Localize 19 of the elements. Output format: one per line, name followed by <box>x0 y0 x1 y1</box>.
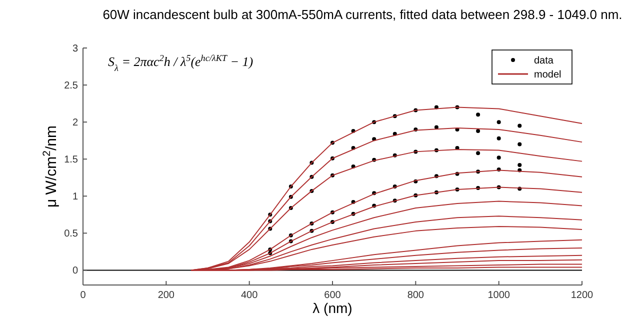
y-tick-label: 0.5 <box>64 228 78 240</box>
x-tick-label: 200 <box>158 290 175 301</box>
x-tick-label: 0 <box>80 290 86 301</box>
x-tick-label: 600 <box>324 290 342 301</box>
y-tick-label: 3 <box>72 44 78 54</box>
y-tick-label: 1.5 <box>64 154 78 166</box>
y-tick-label: 2 <box>72 118 78 129</box>
y-tick-label: 1 <box>72 192 78 203</box>
legend-label: data <box>534 56 554 66</box>
x-tick-label: 1200 <box>570 290 594 301</box>
legend-label: model <box>534 70 562 80</box>
y-tick-label: 0 <box>72 266 78 277</box>
x-axis-title: λ (nm) <box>312 300 352 316</box>
text: S$_{λ}$ = 2παc$^{2}$h / λ$^{5}$(e$^{hc/λKT}$ − 1) <box>108 53 254 73</box>
x-tick-label: 400 <box>240 290 258 301</box>
x-tick-label: 1000 <box>488 290 510 301</box>
y-tick-label: 2.5 <box>64 80 78 92</box>
x-tick-label: 800 <box>407 290 424 301</box>
chart-title: 60W incandescent bulb at 300mA-550mA currents, fitted data between 298.9 - 1049.0 nm. <box>102 7 622 22</box>
